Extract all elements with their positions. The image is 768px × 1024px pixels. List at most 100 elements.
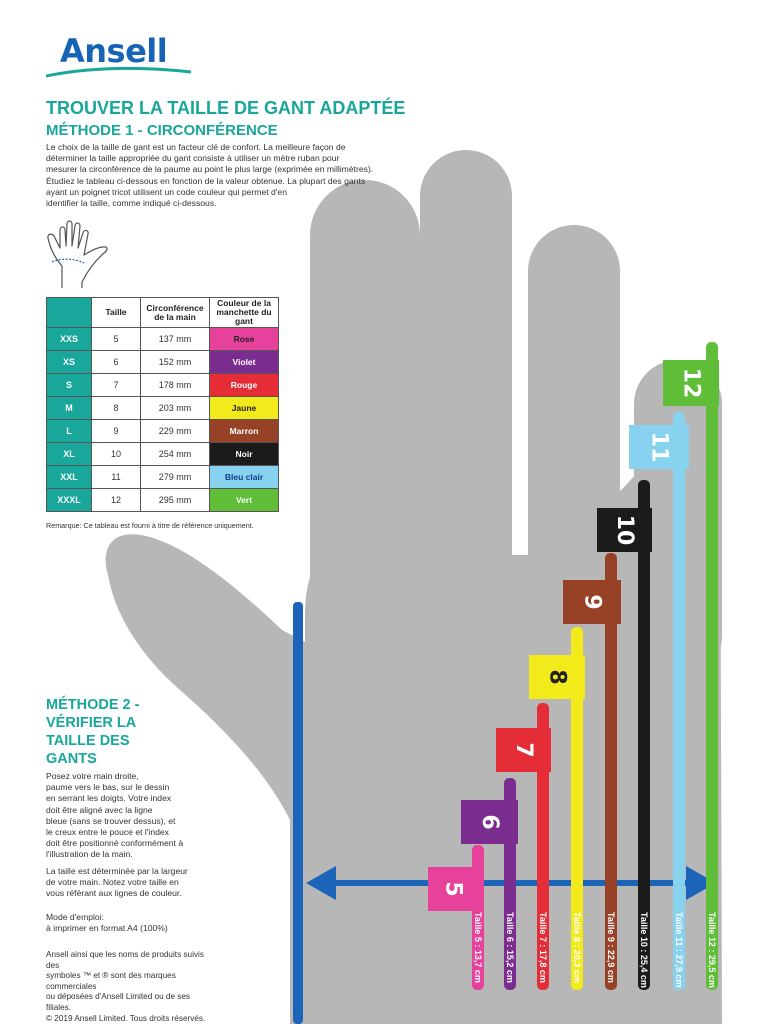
trademark-notice: Ansell ainsi que les noms de produits su… (46, 950, 206, 1024)
explanation-line: La taille est déterminée par la largeur (46, 866, 188, 876)
table-row: M 8 203 mm Jaune (46, 396, 279, 420)
instructions-line: bleue (sans se trouver dessus), et (46, 815, 176, 826)
size-bar-10: 10 Taille 10 : 25,4 cm (597, 480, 652, 990)
size-cell: XXL (46, 465, 92, 489)
size-tab (496, 728, 551, 772)
size-bar-12: 12 Taille 12 : 29,5 cm (663, 342, 719, 990)
size-cell: XXXL (46, 488, 92, 512)
size-tab-number: 12 (679, 368, 704, 399)
instructions-line: l'illustration de la main. (46, 849, 133, 860)
taille-cell: 5 (91, 327, 141, 351)
method2-size-explanation: La taille est déterminée par la largeur d… (46, 866, 206, 900)
page-title: TROUVER LA TAILLE DE GANT ADAPTÉE (46, 98, 406, 118)
method2-title: MÉTHODE 2 - VÉRIFIER LA TAILLE DES GANTS (46, 696, 146, 768)
size-bar-label: Taille 12 : 29,5 cm (707, 912, 717, 988)
size-tab (428, 867, 478, 911)
instructions-line: en serrant les doigts. Votre index (46, 793, 172, 804)
taille-cell: 7 (91, 373, 141, 397)
size-bar-label: Taille 5 : 13,7 cm (473, 912, 483, 983)
print-line: Mode d'emploi: (46, 912, 105, 922)
taille-cell: 8 (91, 396, 141, 420)
size-bar-7: 7 Taille 7 : 17,8 cm (496, 703, 551, 990)
circumference-cell: 152 mm (140, 350, 210, 374)
size-cell: L (46, 419, 92, 443)
method2-title-line: TAILLE DES (46, 733, 130, 749)
color-cell: Marron (209, 419, 279, 443)
taille-cell: 11 (91, 465, 141, 489)
table-header-size (46, 297, 92, 328)
table-header-couleur: Couleur de la manchette du gant (209, 297, 279, 328)
hand-finger-index (310, 180, 420, 660)
size-tab-number: 10 (612, 515, 637, 546)
size-bar-label: Taille 7 : 17,8 cm (538, 912, 548, 983)
size-bar-line (706, 342, 718, 990)
size-bar-9: 9 Taille 9 : 22,9 cm (563, 553, 621, 990)
size-tab (529, 655, 585, 699)
taille-cell: 9 (91, 419, 141, 443)
circumference-cell: 279 mm (140, 465, 210, 489)
instructions-line: doit être aligné avec la ligne (46, 804, 153, 815)
color-cell: Violet (209, 350, 279, 374)
table-header-circonference: Circonférence de la main (140, 297, 210, 328)
size-bars: 5 Taille 5 : 13,7 cm 6 Taille 6 : 15,2 cm 7 T… (428, 342, 719, 990)
intro-line: déterminer la taille appropriée du gant … (46, 153, 340, 164)
size-tab-number: 11 (647, 432, 672, 463)
intro-line: Étudiez le tableau ci-dessous en fonctio… (46, 175, 366, 186)
table-row: XS 6 152 mm Violet (46, 350, 279, 374)
explanation-line: vous référant aux lignes de couleur. (46, 888, 182, 899)
size-cell: S (46, 373, 92, 397)
method2-title-line: GANTS (46, 751, 97, 767)
table-note: Remarque: Ce tableau est fourni à titre … (46, 521, 254, 530)
instructions-line: doit être positionné conformément à (46, 838, 184, 849)
size-bar-8: 8 Taille 8 : 20,3 cm (529, 627, 585, 990)
size-bar-11: 11 Taille 11 : 27,9 cm (629, 412, 689, 990)
table-row: L 9 229 mm Marron (46, 419, 279, 443)
size-cell: XL (46, 442, 92, 466)
logo-swoosh (46, 67, 192, 78)
size-bar-label: Taille 9 : 22,9 cm (606, 912, 616, 983)
color-cell: Rose (209, 327, 279, 351)
circumference-cell: 295 mm (140, 488, 210, 512)
size-table: Taille Circonférence de la main Couleur … (46, 297, 279, 512)
size-tab-number: 9 (580, 594, 605, 609)
table-header-taille: Taille (91, 297, 141, 328)
size-tab (461, 800, 518, 844)
size-bar-line (605, 553, 617, 990)
size-bar-label: Taille 6 : 15,2 cm (505, 912, 515, 983)
size-tab-number: 5 (441, 881, 466, 896)
trademark-line: ou déposées d'Ansell Limited ou de ses f… (46, 992, 191, 1012)
size-bar-5: 5 Taille 5 : 13,7 cm (428, 845, 484, 990)
method2-title-line: MÉTHODE 2 - (46, 697, 140, 713)
size-tab (597, 508, 652, 552)
intro-line: ayant un poignet tricot utilisent un cod… (46, 186, 287, 197)
size-bar-label: Taille 11 : 27,9 cm (674, 912, 684, 987)
table-body: XXS 5 137 mm Rose XS 6 152 mm Violet S 7 178 mm Rou… (46, 327, 279, 512)
color-cell: Jaune (209, 396, 279, 420)
size-tab (563, 580, 621, 624)
size-bar-label: Taille 10 : 25,4 cm (639, 912, 649, 988)
circumference-cell: 137 mm (140, 327, 210, 351)
color-cell: Vert (209, 488, 279, 512)
size-bar-line (537, 703, 549, 990)
instructions-line: Posez votre main droite, (46, 771, 139, 781)
size-bar-6: 6 Taille 6 : 15,2 cm (461, 778, 518, 990)
explanation-line: de votre main. Notez votre taille en (46, 877, 179, 888)
circumference-cell: 229 mm (140, 419, 210, 443)
method2-instructions: Posez votre main droite, paume vers le ba… (46, 771, 206, 861)
method2-title-line: VÉRIFIER LA (46, 715, 137, 731)
intro-line: Le choix de la taille de gant est un fac… (46, 142, 346, 152)
size-tab-number: 6 (477, 814, 502, 829)
reference-line (293, 602, 303, 1024)
size-tab (663, 360, 719, 406)
intro-line: mesurer la circonférence de la paume au … (46, 164, 374, 175)
color-cell: Bleu clair (209, 465, 279, 489)
method1-intro: Le choix de la taille de gant est un fac… (46, 142, 406, 209)
table-header-row: Taille Circonférence de la main Couleur … (46, 297, 279, 328)
circumference-cell: 203 mm (140, 396, 210, 420)
trademark-line: symboles ™ et ® sont des marques commerc… (46, 971, 176, 991)
taille-cell: 10 (91, 442, 141, 466)
size-bar-line (638, 480, 650, 990)
print-line: à imprimer en format A4 (100%) (46, 923, 168, 934)
trademark-line: © 2019 Ansell Limited. Tous droits réser… (46, 1013, 206, 1023)
